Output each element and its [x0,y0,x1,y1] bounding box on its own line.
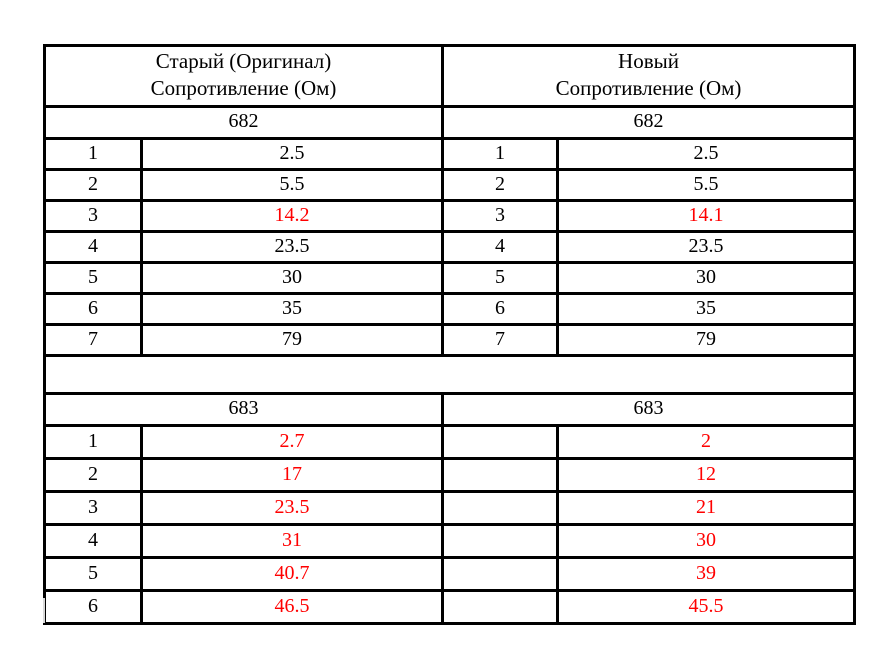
row-index-cell: 1 [43,424,143,460]
row-index-cell: 7 [43,323,143,357]
row-index-cell: 4 [43,523,143,559]
value-cell: 79 [140,323,444,357]
value-cell: 23.5 [140,230,444,264]
table-header-row: Старый (Оригинал) Сопротивление (Ом) Нов… [43,44,856,108]
row-index-cell: 3 [43,490,143,526]
value-cell: 23.5 [556,230,856,264]
row-index-cell: 7 [441,323,559,357]
value-cell: 30 [140,261,444,295]
value-cell: 30 [556,261,856,295]
group-label-new-682: 682 [441,105,856,140]
table-row: 5 40.7 39 [43,556,856,592]
value-cell: 30 [556,523,856,559]
row-index-cell [441,424,559,460]
value-cell: 46.5 [140,589,444,625]
value-cell: 12 [556,457,856,493]
group-label-new-683: 683 [441,392,856,427]
table-row: 2 17 12 [43,457,856,493]
row-index-cell: 1 [441,137,559,171]
row-index-cell: 5 [43,261,143,295]
group-label-row-683: 683 683 [43,392,856,427]
row-index-cell: 2 [43,168,143,202]
value-cell: 2.5 [556,137,856,171]
resistance-comparison-table: Старый (Оригинал) Сопротивление (Ом) Нов… [43,44,856,625]
value-cell: 23.5 [140,490,444,526]
header-cell-old: Старый (Оригинал) Сопротивление (Ом) [43,44,444,108]
value-cell: 5.5 [556,168,856,202]
row-index-cell: 5 [441,261,559,295]
table-row: 6 35 6 35 [43,292,856,326]
row-index-cell: 6 [441,292,559,326]
value-cell: 79 [556,323,856,357]
header-new-line2: Сопротивление (Ом) [555,76,742,100]
group-label-old-683: 683 [43,392,444,427]
table-row: 5 30 5 30 [43,261,856,295]
table-row: 7 79 7 79 [43,323,856,357]
row-index-cell [441,490,559,526]
row-index-cell [441,457,559,493]
value-cell: 2 [556,424,856,460]
row-index-cell: 6 [43,292,143,326]
group-label-row-682: 682 682 [43,105,856,140]
table-row: 4 23.5 4 23.5 [43,230,856,264]
value-cell: 35 [140,292,444,326]
row-index-cell: 1 [43,137,143,171]
row-index-cell: 2 [441,168,559,202]
table-row: 3 14.2 3 14.1 [43,199,856,233]
row-index-cell: 5 [43,556,143,592]
value-cell: 21 [556,490,856,526]
value-cell: 45.5 [556,589,856,625]
row-index-cell: 2 [43,457,143,493]
spacer-row [43,354,856,395]
group-label-old-682: 682 [43,105,444,140]
row-index-cell: 3 [441,199,559,233]
row-index-cell [441,523,559,559]
value-cell: 31 [140,523,444,559]
value-cell: 35 [556,292,856,326]
table-row: 2 5.5 2 5.5 [43,168,856,202]
row-index-cell: 3 [43,199,143,233]
table-row: 1 2.7 2 [43,424,856,460]
row-index-cell: 4 [441,230,559,264]
value-cell: 14.1 [556,199,856,233]
table-row: 6 46.5 45.5 [43,589,856,625]
value-cell: 17 [140,457,444,493]
header-old-line2: Сопротивление (Ом) [150,76,337,100]
value-cell: 40.7 [140,556,444,592]
value-cell: 2.7 [140,424,444,460]
value-cell: 14.2 [140,199,444,233]
table-row: 1 2.5 1 2.5 [43,137,856,171]
table-row: 4 31 30 [43,523,856,559]
row-index-cell [441,556,559,592]
table-row: 3 23.5 21 [43,490,856,526]
header-cell-new: Новый Сопротивление (Ом) [441,44,856,108]
value-cell: 39 [556,556,856,592]
faint-gridline-artifact [43,598,45,623]
row-index-cell: 6 [43,589,143,625]
spacer-cell [43,354,856,395]
row-index-cell: 4 [43,230,143,264]
header-old-line1: Старый (Оригинал) [155,49,332,73]
row-index-cell [441,589,559,625]
value-cell: 5.5 [140,168,444,202]
value-cell: 2.5 [140,137,444,171]
header-new-line1: Новый [618,49,679,73]
